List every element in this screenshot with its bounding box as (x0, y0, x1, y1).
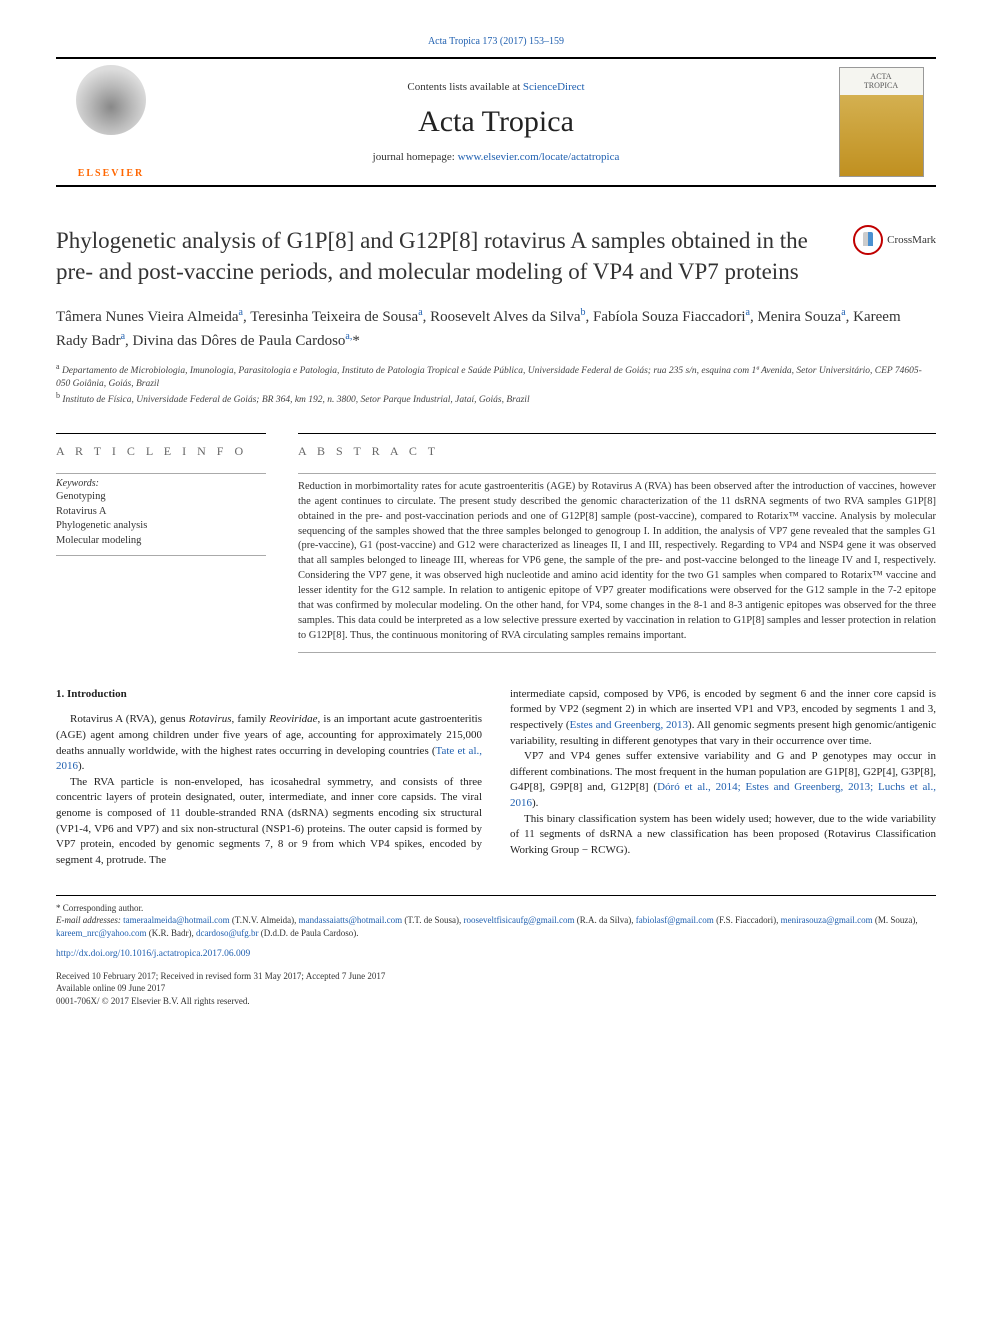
author-list: Tâmera Nunes Vieira Almeidaa, Teresinha … (56, 305, 936, 352)
keyword-item: Phylogenetic analysis (56, 519, 266, 534)
email-attribution: (F.S. Fiaccadori), (714, 915, 779, 925)
header-center: Contents lists available at ScienceDirec… (166, 59, 826, 185)
email-link[interactable]: tameraalmeida@hotmail.com (123, 915, 230, 925)
sciencedirect-link[interactable]: ScienceDirect (523, 81, 585, 93)
email-link[interactable]: kareem_nrc@yahoo.com (56, 928, 147, 938)
homepage-line: journal homepage: www.elsevier.com/locat… (166, 151, 826, 163)
body-column-right: intermediate capsid, composed by VP6, is… (510, 687, 936, 869)
body-para: Rotavirus A (RVA), genus Rotavirus, fami… (56, 712, 482, 774)
keyword-item: Molecular modeling (56, 534, 266, 549)
keyword-item: Rotavirus A (56, 505, 266, 520)
abstract-text: Reduction in morbimortality rates for ac… (298, 473, 936, 653)
body-para: intermediate capsid, composed by VP6, is… (510, 687, 936, 749)
crossmark-badge[interactable]: CrossMark (853, 225, 936, 255)
email-link[interactable]: fabiolasf@gmail.com (636, 915, 714, 925)
abstract-heading: A B S T R A C T (298, 433, 936, 459)
affiliations: a Departamento de Microbiologia, Imunolo… (56, 362, 936, 407)
affiliation-a: a Departamento de Microbiologia, Imunolo… (56, 362, 936, 391)
keywords-label: Keywords: (56, 473, 266, 489)
section-heading-intro: 1. Introduction (56, 687, 482, 703)
body-para: This binary classification system has be… (510, 812, 936, 859)
email-attribution: (M. Souza), (873, 915, 918, 925)
copyright-line: 0001-706X/ © 2017 Elsevier B.V. All righ… (56, 995, 936, 1008)
crossmark-icon (853, 225, 883, 255)
email-link[interactable]: dcardoso@ufg.br (196, 928, 259, 938)
received-dates: Received 10 February 2017; Received in r… (56, 970, 936, 983)
body-para: The RVA particle is non-enveloped, has i… (56, 775, 482, 869)
email-link[interactable]: rooseveltfisicaufg@gmail.com (464, 915, 575, 925)
keyword-item: Genotyping (56, 490, 266, 505)
publisher-block: ELSEVIER (56, 59, 166, 185)
doi-link[interactable]: http://dx.doi.org/10.1016/j.actatropica.… (56, 949, 250, 959)
article-title: Phylogenetic analysis of G1P[8] and G12P… (56, 225, 837, 287)
body-text: 1. Introduction Rotavirus A (RVA), genus… (56, 687, 936, 869)
homepage-link[interactable]: www.elsevier.com/locate/actatropica (458, 151, 620, 163)
body-column-left: 1. Introduction Rotavirus A (RVA), genus… (56, 687, 482, 869)
abstract-block: A B S T R A C T Reduction in morbimortal… (298, 433, 936, 653)
journal-name: Acta Tropica (166, 105, 826, 139)
email-link[interactable]: mandassaiatts@hotmail.com (299, 915, 403, 925)
footer-block: * Corresponding author. E-mail addresses… (56, 895, 936, 1008)
top-citation[interactable]: Acta Tropica 173 (2017) 153–159 (56, 36, 936, 47)
elsevier-tree-icon (76, 65, 146, 135)
email-attribution: (R.A. da Silva), (575, 915, 634, 925)
affiliation-b: b Instituto de Física, Universidade Fede… (56, 391, 936, 407)
email-attribution: (T.N.V. Almeida), (230, 915, 297, 925)
article-info-heading: A R T I C L E I N F O (56, 433, 266, 459)
email-link[interactable]: menirasouza@gmail.com (781, 915, 873, 925)
journal-cover-block: ACTA TROPICA (826, 59, 936, 185)
email-attribution: (T.T. de Sousa), (402, 915, 461, 925)
keywords-list: Genotyping Rotavirus A Phylogenetic anal… (56, 490, 266, 556)
contents-available-line: Contents lists available at ScienceDirec… (166, 81, 826, 93)
crossmark-label: CrossMark (887, 234, 936, 246)
corresponding-author-note: * Corresponding author. (56, 902, 936, 915)
email-attribution: (D.d.D. de Paula Cardoso). (259, 928, 359, 938)
available-online: Available online 09 June 2017 (56, 982, 936, 995)
journal-header: ELSEVIER Contents lists available at Sci… (56, 57, 936, 187)
journal-cover-icon: ACTA TROPICA (839, 67, 924, 177)
publisher-name: ELSEVIER (78, 168, 145, 179)
email-addresses: E-mail addresses: tameraalmeida@hotmail.… (56, 914, 936, 939)
email-attribution: (K.R. Badr), (147, 928, 194, 938)
article-info-block: A R T I C L E I N F O Keywords: Genotypi… (56, 433, 266, 653)
body-para: VP7 and VP4 genes suffer extensive varia… (510, 749, 936, 811)
